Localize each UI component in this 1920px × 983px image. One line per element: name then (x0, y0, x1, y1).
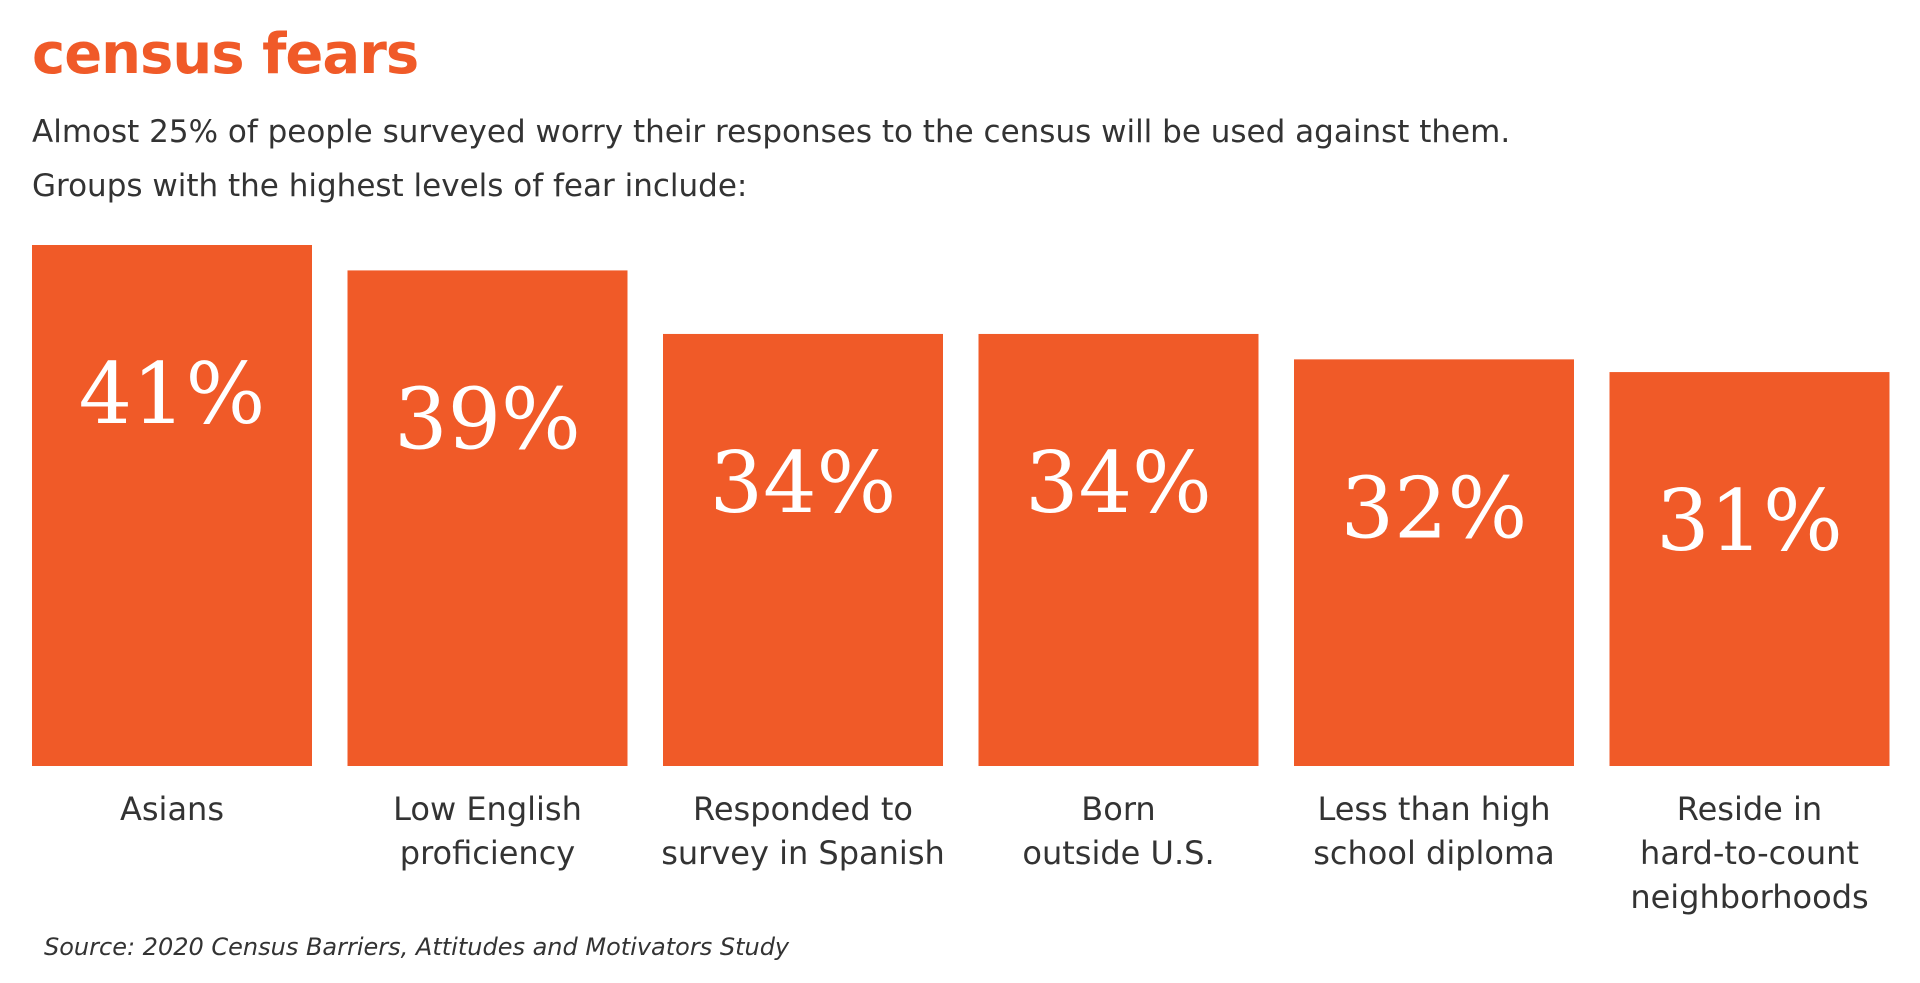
bar (978, 333, 1259, 766)
data-label: 41% (79, 345, 266, 443)
category-label: Asians (120, 790, 224, 828)
category-label: neighborhoods (1630, 878, 1868, 916)
category-label: outside U.S. (1022, 834, 1214, 872)
data-label: 34% (1025, 434, 1212, 532)
chart-subtitle-line-2: Groups with the highest levels of fear i… (32, 168, 748, 204)
bar (663, 333, 943, 766)
category-label: Low English (393, 790, 582, 828)
category-label: school diploma (1313, 834, 1555, 872)
data-label: 34% (710, 434, 897, 532)
category-label: Born (1081, 790, 1155, 828)
category-label: survey in Spanish (661, 834, 945, 872)
bar (1609, 372, 1890, 766)
chart-title: census fears (32, 22, 419, 87)
category-label: Less than high (1317, 790, 1550, 828)
bar (347, 270, 628, 766)
source-note: Source: 2020 Census Barriers, Attitudes … (44, 933, 790, 961)
bar (32, 245, 312, 766)
bar (1294, 359, 1574, 766)
chart-subtitle-line-1: Almost 25% of people surveyed worry thei… (32, 114, 1511, 150)
category-label: hard-to-count (1640, 834, 1859, 872)
category-label: proficiency (400, 834, 575, 872)
category-label: Responded to (693, 790, 913, 828)
data-label: 31% (1656, 472, 1843, 570)
data-label: 39% (394, 370, 581, 468)
data-label: 32% (1341, 459, 1528, 557)
category-label: Reside in (1677, 790, 1822, 828)
